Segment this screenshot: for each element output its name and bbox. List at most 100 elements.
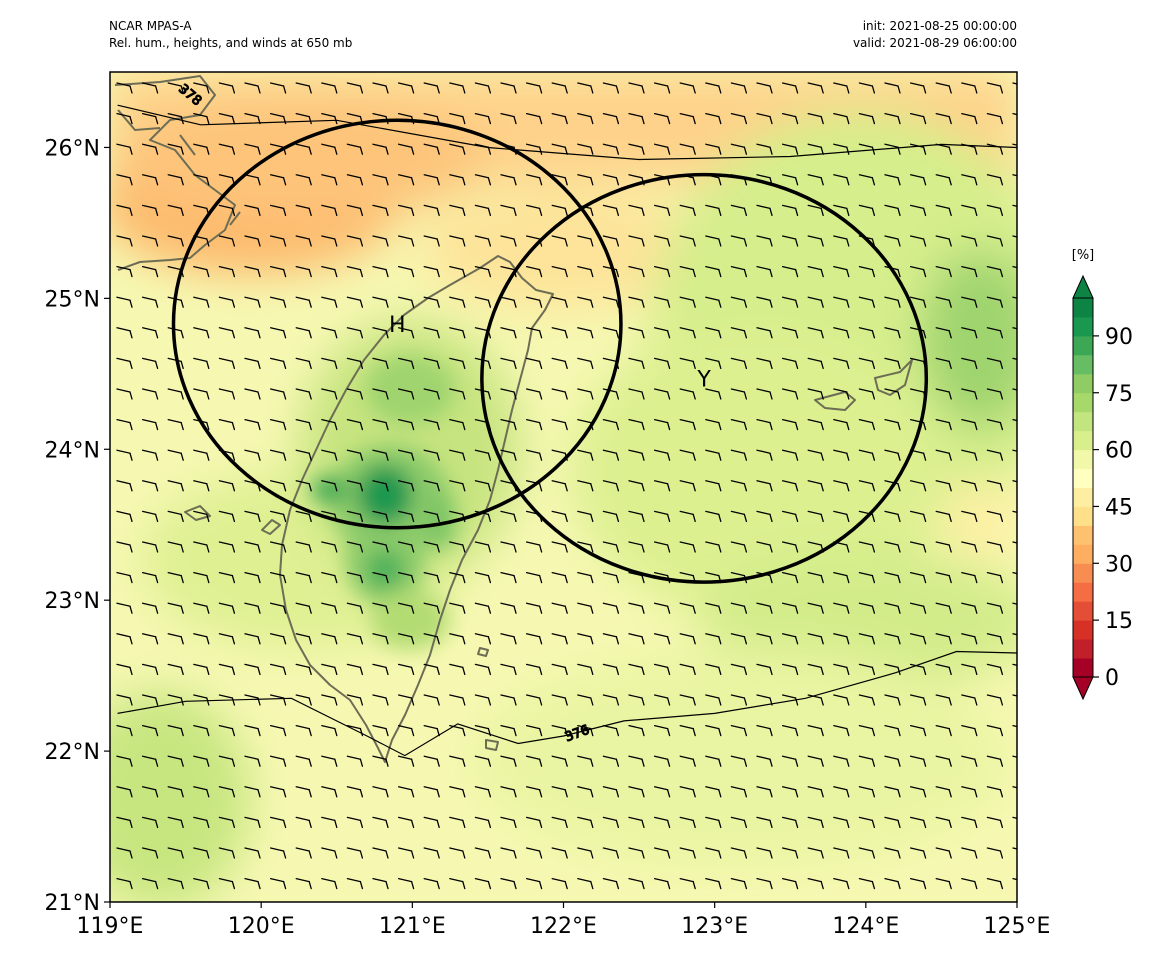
- wind-barb: [244, 877, 261, 890]
- wind-barb: [116, 816, 133, 829]
- wind-barb: [730, 724, 748, 737]
- wind-barb: [807, 633, 824, 645]
- wind-barb: [961, 877, 978, 890]
- wind-barb: [653, 388, 671, 400]
- wind-barb: [705, 480, 722, 492]
- wind-barb: [269, 174, 287, 186]
- wind-barb: [961, 786, 978, 798]
- wind-barb: [909, 571, 927, 584]
- wind-barb: [730, 449, 748, 461]
- wind-barb: [193, 174, 210, 186]
- wind-barb: [1012, 418, 1017, 422]
- wind-barb: [679, 418, 696, 431]
- wind-barb: [756, 510, 773, 523]
- wind-barb: [935, 816, 952, 829]
- wind-barb: [525, 112, 543, 125]
- wind-barb: [833, 480, 850, 492]
- wind-barb: [986, 877, 1004, 890]
- wind-barb: [577, 755, 594, 767]
- colorbar-unit: [%]: [1072, 248, 1095, 263]
- wind-barb: [397, 143, 415, 155]
- wind-barb: [372, 327, 389, 339]
- wind-barb: [628, 296, 645, 308]
- wind-barb: [602, 143, 620, 155]
- wind-barb: [397, 816, 415, 829]
- wind-barb: [321, 755, 338, 767]
- wind-barb: [756, 847, 773, 859]
- wind-barb: [372, 204, 389, 217]
- wind-barb: [807, 694, 824, 706]
- wind-barb: [244, 296, 261, 308]
- wind-barb: [551, 296, 568, 308]
- wind-barb: [141, 265, 159, 278]
- wind-barb: [449, 786, 466, 798]
- wind-barb: [935, 602, 952, 614]
- wind-barb: [449, 602, 466, 614]
- wind-barb: [935, 510, 952, 523]
- wind-barb: [884, 663, 901, 676]
- wind-barb: [500, 755, 517, 767]
- wind-barb: [756, 327, 773, 339]
- wind-barb: [858, 816, 876, 829]
- wind-barb: [986, 755, 1004, 767]
- wind-barb: [295, 449, 312, 461]
- wind-barb: [141, 112, 159, 125]
- wind-barb: [295, 541, 312, 553]
- iriomote-island: [874, 359, 913, 396]
- wind-barb: [372, 724, 389, 737]
- wind-barb: [321, 235, 338, 247]
- wind-barb: [884, 327, 901, 339]
- wind-barb: [500, 816, 517, 829]
- wind-barb: [474, 204, 492, 217]
- wind-barb: [577, 663, 594, 676]
- wind-barb: [807, 724, 824, 737]
- wind-barb: [321, 786, 338, 798]
- wind-barb: [500, 235, 517, 247]
- wind-barb: [705, 541, 722, 553]
- wind-barb: [346, 265, 364, 278]
- wind-barb: [858, 265, 876, 278]
- wind-barb: [986, 694, 1004, 706]
- wind-barb: [321, 877, 338, 890]
- wind-barb: [705, 265, 722, 278]
- wind-barb: [167, 480, 184, 492]
- wind-barb: [833, 235, 850, 247]
- wind-barb: [730, 755, 748, 767]
- wind-barb: [807, 327, 824, 339]
- wind-barb: [269, 296, 287, 308]
- wind-barb: [986, 418, 1004, 431]
- wind-barb: [679, 847, 696, 859]
- wind-barb: [935, 388, 952, 400]
- wind-barb: [525, 357, 543, 370]
- wind-barb: [1012, 449, 1017, 452]
- wind-barb: [551, 816, 568, 829]
- wind-barb: [679, 663, 696, 676]
- wind-barb: [500, 602, 517, 614]
- wind-barb: [551, 143, 568, 155]
- wind-barb: [295, 510, 312, 523]
- wind-barb: [653, 112, 671, 125]
- wind-barb: [168, 909, 183, 919]
- wind-barb: [269, 235, 287, 247]
- wind-barb: [397, 755, 415, 767]
- wind-barb: [500, 296, 517, 308]
- wind-barb: [423, 357, 440, 370]
- wind-barb: [269, 204, 287, 217]
- wind-barb: [116, 357, 133, 370]
- wind-barb: [244, 541, 261, 553]
- wind-barb: [833, 755, 850, 767]
- wind-barb: [423, 847, 440, 859]
- wind-barb: [628, 786, 645, 798]
- wind-barb: [167, 174, 184, 186]
- wind-barb: [603, 909, 618, 919]
- wind-barb: [1012, 755, 1017, 758]
- wind-barb: [423, 786, 440, 798]
- wind-barb: [141, 602, 159, 614]
- wind-barb: [602, 755, 620, 767]
- wind-barb: [449, 571, 466, 584]
- wind-barb: [577, 786, 594, 798]
- wind-barb: [116, 571, 133, 584]
- wind-barb: [781, 816, 799, 829]
- wind-barb: [551, 847, 568, 859]
- wind-barb: [628, 327, 645, 339]
